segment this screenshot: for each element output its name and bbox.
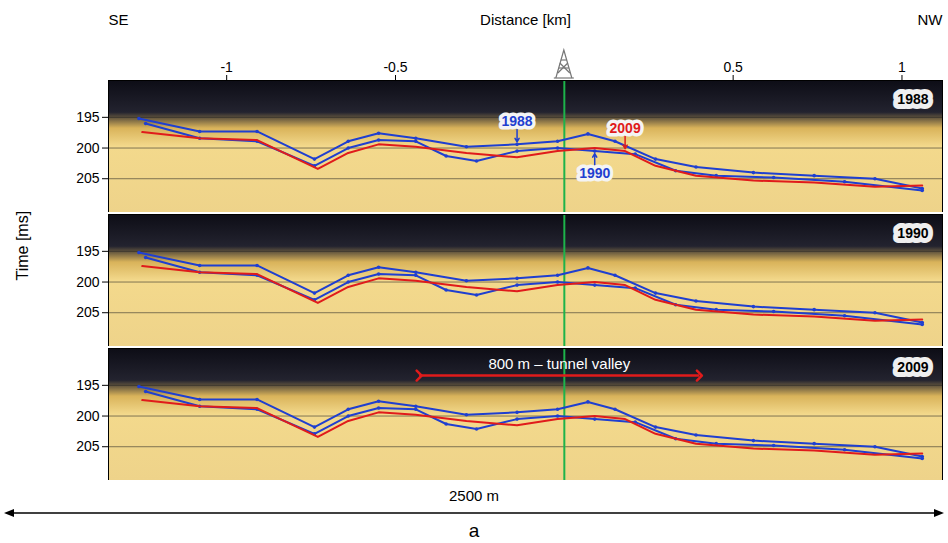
svg-text:200: 200 (76, 140, 100, 156)
svg-text:205: 205 (76, 304, 100, 320)
svg-text:0.5: 0.5 (723, 59, 743, 75)
svg-text:NW: NW (918, 11, 944, 28)
svg-text:a: a (469, 520, 480, 541)
svg-text:195: 195 (76, 377, 100, 393)
svg-text:Time [ms]: Time [ms] (14, 212, 31, 281)
svg-text:-1: -1 (220, 59, 233, 75)
svg-text:1990: 1990 (897, 225, 928, 241)
svg-text:1988: 1988 (897, 91, 928, 107)
svg-text:800 m – tunnel valley: 800 m – tunnel valley (488, 355, 630, 372)
svg-text:205: 205 (76, 438, 100, 454)
svg-text:SE: SE (109, 11, 129, 28)
svg-text:-0.5: -0.5 (383, 59, 407, 75)
svg-text:200: 200 (76, 408, 100, 424)
svg-text:2500 m: 2500 m (449, 487, 499, 504)
svg-text:1990: 1990 (579, 165, 610, 181)
svg-text:1: 1 (898, 59, 906, 75)
svg-text:Distance [km]: Distance [km] (480, 11, 571, 28)
svg-text:1988: 1988 (501, 113, 532, 129)
svg-text:2009: 2009 (610, 120, 641, 136)
svg-text:195: 195 (76, 109, 100, 125)
svg-text:205: 205 (76, 170, 100, 186)
svg-text:195: 195 (76, 243, 100, 259)
svg-text:200: 200 (76, 274, 100, 290)
svg-text:2009: 2009 (897, 359, 928, 375)
